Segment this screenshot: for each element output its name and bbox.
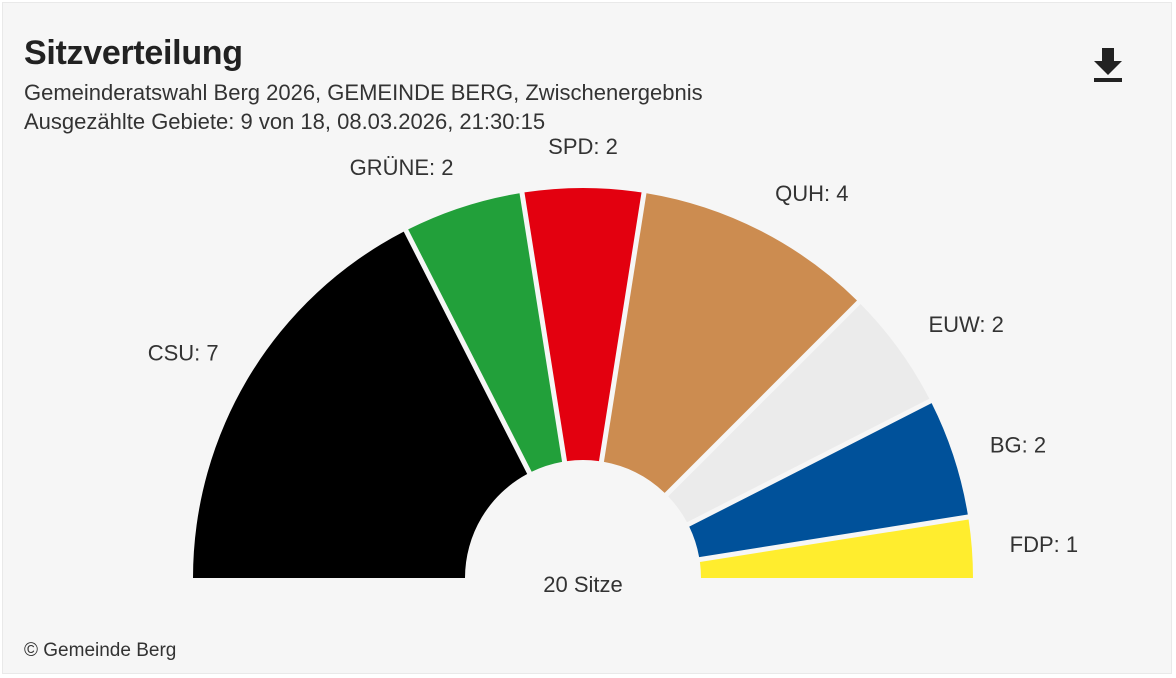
seat-segment-quh[interactable] [603,193,857,493]
seat-segment-gruene[interactable] [408,193,563,472]
seat-label-quh: QUH: 4 [775,181,848,206]
seat-label-spd: SPD: 2 [548,134,618,159]
seat-segment-euw[interactable] [668,304,930,523]
seat-label-euw: EUW: 2 [928,312,1003,337]
seat-label-bg: BG: 2 [990,433,1046,458]
seat-segment-spd[interactable] [524,188,642,462]
seat-label-csu: CSU: 7 [148,340,219,365]
total-seats-label: 20 Sitze [543,572,623,597]
seat-segment-csu[interactable] [193,231,528,578]
download-icon [1094,48,1122,82]
chart-subtitle: Gemeinderatswahl Berg 2026, GEMEINDE BER… [24,78,703,136]
seat-label-fdp: FDP: 1 [1010,532,1078,557]
chart-title: Sitzverteilung [24,34,243,72]
seat-segment-bg[interactable] [689,403,968,558]
subtitle-election: Gemeinderatswahl Berg 2026, GEMEINDE BER… [24,80,703,105]
seat-label-gruene: GRÜNE: 2 [350,155,454,180]
copyright-text: © Gemeinde Berg [24,640,177,661]
seat-segment-fdp[interactable] [699,519,973,578]
subtitle-progress: Ausgezählte Gebiete: 9 von 18, 08.03.202… [24,109,546,134]
download-button[interactable] [1088,44,1128,88]
